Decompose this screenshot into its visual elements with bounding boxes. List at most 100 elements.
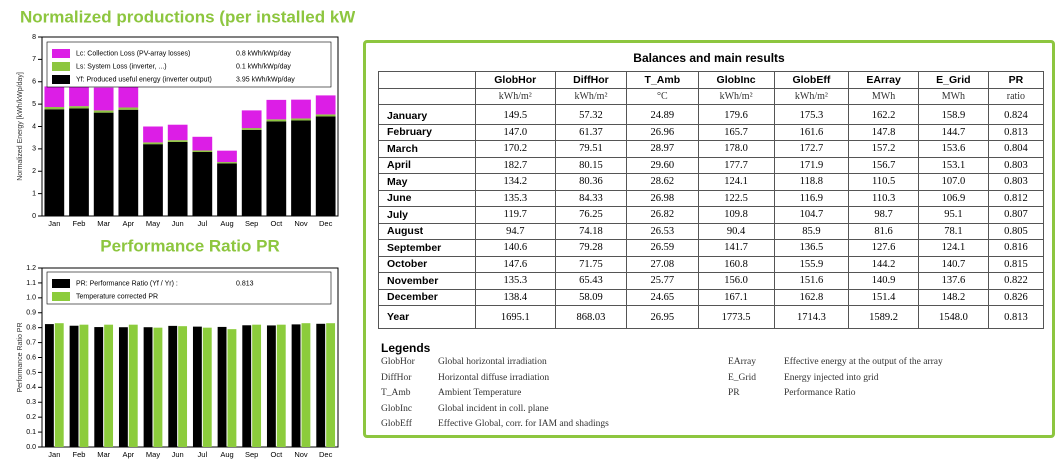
- bar-segment: [44, 109, 65, 216]
- legend-value: 0.8 kWh/kWp/day: [236, 50, 291, 57]
- cell: 165.7: [697, 123, 775, 141]
- cell: 95.1: [918, 206, 989, 224]
- cell: 0.812: [987, 189, 1045, 207]
- cell: 868.03: [554, 305, 628, 329]
- cell: 98.7: [848, 206, 919, 224]
- legend-label: Ls: System Loss (inverter, ...): [76, 63, 167, 70]
- cell: 1695.1: [474, 305, 556, 329]
- cell: 147.0: [474, 123, 556, 141]
- legend-swatch: [52, 62, 70, 71]
- y-tick-label: 0.6: [26, 354, 36, 361]
- x-tick-label: May: [146, 219, 160, 228]
- y-tick-label: 0.8: [26, 325, 36, 332]
- bar-segment: [118, 109, 139, 216]
- bar: [227, 329, 237, 447]
- chart-title: Normalized productions (per installed kW…: [20, 7, 355, 26]
- column-unit: ratio: [987, 87, 1045, 105]
- cell: 140.7: [918, 255, 989, 273]
- y-tick-label: 4: [32, 123, 36, 130]
- legend-label: PR: Performance Ratio (Yf / Yr) :: [76, 280, 178, 287]
- cell: 134.2: [474, 173, 556, 191]
- cell: 0.813: [987, 305, 1045, 329]
- legend-desc: Effective Global, corr. for IAM and shad…: [438, 419, 609, 429]
- cell: 0.816: [987, 239, 1045, 257]
- column-unit: MWh: [918, 87, 989, 105]
- cell: 162.8: [773, 288, 850, 306]
- cell: 110.3: [848, 189, 919, 207]
- cell: 177.7: [697, 156, 775, 174]
- cell: 25.77: [626, 272, 699, 290]
- bar-segment: [241, 129, 262, 216]
- legend-box: [46, 271, 332, 305]
- y-tick-label: 0.4: [26, 384, 36, 391]
- x-tick-label: Jan: [48, 219, 60, 228]
- cell: 0.804: [987, 140, 1045, 158]
- cell: 0.803: [987, 156, 1045, 174]
- cell: 170.2: [474, 140, 556, 158]
- legend-desc: Global horizontal irradiation: [438, 357, 547, 367]
- bar: [69, 325, 79, 447]
- cell: 160.8: [697, 255, 775, 273]
- bar-segment: [291, 99, 311, 119]
- bar-segment: [291, 120, 311, 216]
- cell: 144.7: [918, 123, 989, 141]
- data-row: April 182.7 80.15 29.60 177.7 171.9 156.7 153.1…: [378, 156, 1045, 174]
- bar-segment: [241, 110, 262, 129]
- data-row: May 134.2 80.36 28.62 124.1 118.8 110.5 107.0 0.…: [378, 173, 1045, 191]
- x-tick-label: Sep: [245, 450, 258, 459]
- cell: 0.807: [987, 206, 1045, 224]
- cell: 122.5: [697, 189, 775, 207]
- cell: 94.7: [474, 222, 556, 240]
- legends-title: Legends: [381, 341, 431, 355]
- bar: [301, 323, 311, 447]
- results-panel: Balances and main results GlobHor DiffHor…: [363, 40, 1055, 438]
- bar-segment: [143, 126, 163, 143]
- cell: 0.824: [987, 104, 1045, 125]
- row-label: May: [378, 173, 476, 191]
- corner: [378, 87, 476, 105]
- cell: 136.5: [773, 239, 850, 257]
- x-tick-label: May: [146, 450, 160, 459]
- cell: 119.7: [474, 206, 556, 224]
- header-row: GlobHor DiffHor T_Amb GlobInc GlobEff EArray E…: [378, 71, 1045, 89]
- bar-segment: [217, 150, 237, 163]
- results-title: Balances and main results: [633, 51, 785, 65]
- cell: 110.5: [848, 173, 919, 191]
- legend-swatch: [52, 279, 70, 288]
- column-unit: kWh/m²: [474, 87, 556, 105]
- bar: [326, 323, 336, 447]
- legend-swatch: [52, 292, 70, 301]
- cell: 58.09: [554, 288, 628, 306]
- column-header: DiffHor: [554, 71, 628, 89]
- cell: 124.1: [697, 173, 775, 191]
- bar-segment: [241, 128, 262, 130]
- cell: 24.89: [626, 104, 699, 125]
- results-table: GlobHor DiffHor T_Amb GlobInc GlobEff EArray E…: [378, 71, 1045, 329]
- cell: 155.9: [773, 255, 850, 273]
- column-unit: °C: [626, 87, 699, 105]
- bar: [54, 323, 64, 447]
- y-tick-label: 0.5: [26, 369, 36, 376]
- y-tick-label: 0.9: [26, 310, 36, 317]
- x-tick-label: Apr: [122, 219, 134, 228]
- y-tick-label: 5: [32, 101, 36, 108]
- bar: [44, 324, 54, 447]
- row-label: January: [378, 104, 476, 125]
- charts: Normalized productions (per installed kW…: [17, 7, 355, 459]
- cell: 0.822: [987, 272, 1045, 290]
- data-row: January 149.5 57.32 24.89 179.6 175.3 162.2 158…: [378, 104, 1045, 125]
- cell: 1548.0: [918, 305, 989, 329]
- row-label: June: [378, 189, 476, 207]
- legend-label: Yf: Produced useful energy (inverter out…: [76, 76, 212, 83]
- row-label: July: [378, 206, 476, 224]
- cell: 28.97: [626, 140, 699, 158]
- cell: 28.62: [626, 173, 699, 191]
- y-tick-label: 0.0: [26, 444, 36, 451]
- bar: [217, 326, 227, 447]
- cell: 104.7: [773, 206, 850, 224]
- cell: 78.1: [918, 222, 989, 240]
- cell: 158.9: [918, 104, 989, 125]
- row-label: November: [378, 272, 476, 290]
- column-header: PR: [987, 71, 1045, 89]
- bar: [118, 327, 128, 447]
